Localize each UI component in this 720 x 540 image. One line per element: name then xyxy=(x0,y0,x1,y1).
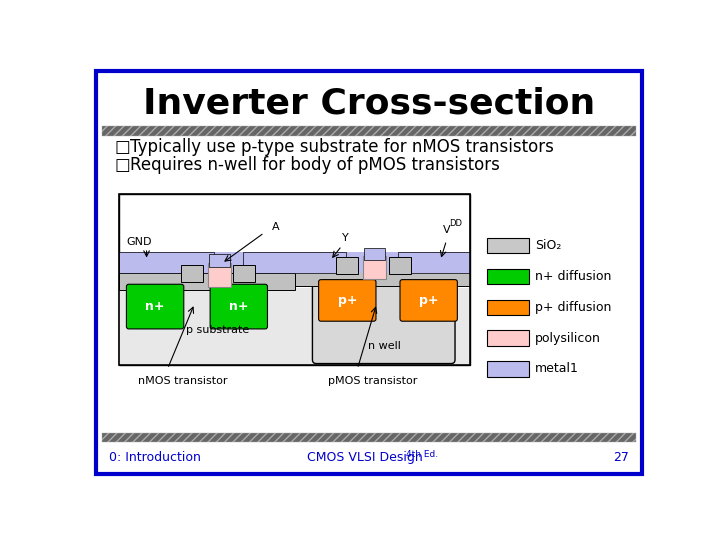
Bar xyxy=(389,257,411,274)
Text: A: A xyxy=(272,221,280,232)
Bar xyxy=(120,252,214,273)
Text: p+ diffusion: p+ diffusion xyxy=(535,301,611,314)
Bar xyxy=(102,433,636,442)
Text: Requires n-well for body of pMOS transistors: Requires n-well for body of pMOS transis… xyxy=(130,156,500,174)
Bar xyxy=(487,330,529,346)
FancyBboxPatch shape xyxy=(319,280,376,321)
Text: Typically use p-type substrate for nMOS transistors: Typically use p-type substrate for nMOS … xyxy=(130,138,554,156)
Text: nMOS transistor: nMOS transistor xyxy=(138,375,228,386)
Bar xyxy=(120,194,469,365)
Text: 0: Introduction: 0: Introduction xyxy=(109,451,202,464)
Text: DD: DD xyxy=(449,219,462,228)
Bar xyxy=(120,288,469,365)
FancyBboxPatch shape xyxy=(312,280,455,363)
Text: metal1: metal1 xyxy=(535,362,579,375)
Text: 4th Ed.: 4th Ed. xyxy=(406,450,438,459)
Text: p+: p+ xyxy=(419,294,438,307)
Text: SiO₂: SiO₂ xyxy=(535,239,561,252)
Bar xyxy=(181,265,203,282)
Bar xyxy=(233,265,255,282)
Text: □: □ xyxy=(114,138,130,156)
Bar xyxy=(487,300,529,315)
Text: p+: p+ xyxy=(338,294,357,307)
Text: GND: GND xyxy=(126,237,152,247)
Text: □: □ xyxy=(114,156,130,174)
Bar xyxy=(120,194,469,365)
FancyBboxPatch shape xyxy=(400,280,457,321)
Bar xyxy=(487,269,529,284)
Bar xyxy=(295,267,469,286)
Text: Y: Y xyxy=(343,233,349,243)
Bar xyxy=(363,256,386,279)
Bar xyxy=(243,252,346,273)
Bar xyxy=(208,264,231,287)
Bar xyxy=(487,238,529,253)
Text: polysilicon: polysilicon xyxy=(535,332,600,345)
Bar xyxy=(209,254,230,267)
Text: Inverter Cross-section: Inverter Cross-section xyxy=(143,86,595,120)
Text: n+: n+ xyxy=(145,300,165,313)
Bar xyxy=(102,126,636,136)
Text: V: V xyxy=(443,225,450,235)
Text: p substrate: p substrate xyxy=(186,326,250,335)
Bar xyxy=(120,273,295,289)
Bar xyxy=(398,252,469,273)
Bar xyxy=(102,126,636,136)
FancyBboxPatch shape xyxy=(127,284,184,329)
FancyBboxPatch shape xyxy=(210,284,267,329)
Bar xyxy=(364,248,385,260)
Text: n well: n well xyxy=(368,341,401,351)
Bar xyxy=(336,257,358,274)
Text: pMOS transistor: pMOS transistor xyxy=(328,375,418,386)
Bar xyxy=(120,252,469,273)
Text: n+: n+ xyxy=(229,300,248,313)
Text: 27: 27 xyxy=(613,451,629,464)
Text: n+ diffusion: n+ diffusion xyxy=(535,270,611,283)
Bar xyxy=(102,433,636,442)
Text: CMOS VLSI Design: CMOS VLSI Design xyxy=(307,451,423,464)
Bar xyxy=(487,361,529,377)
